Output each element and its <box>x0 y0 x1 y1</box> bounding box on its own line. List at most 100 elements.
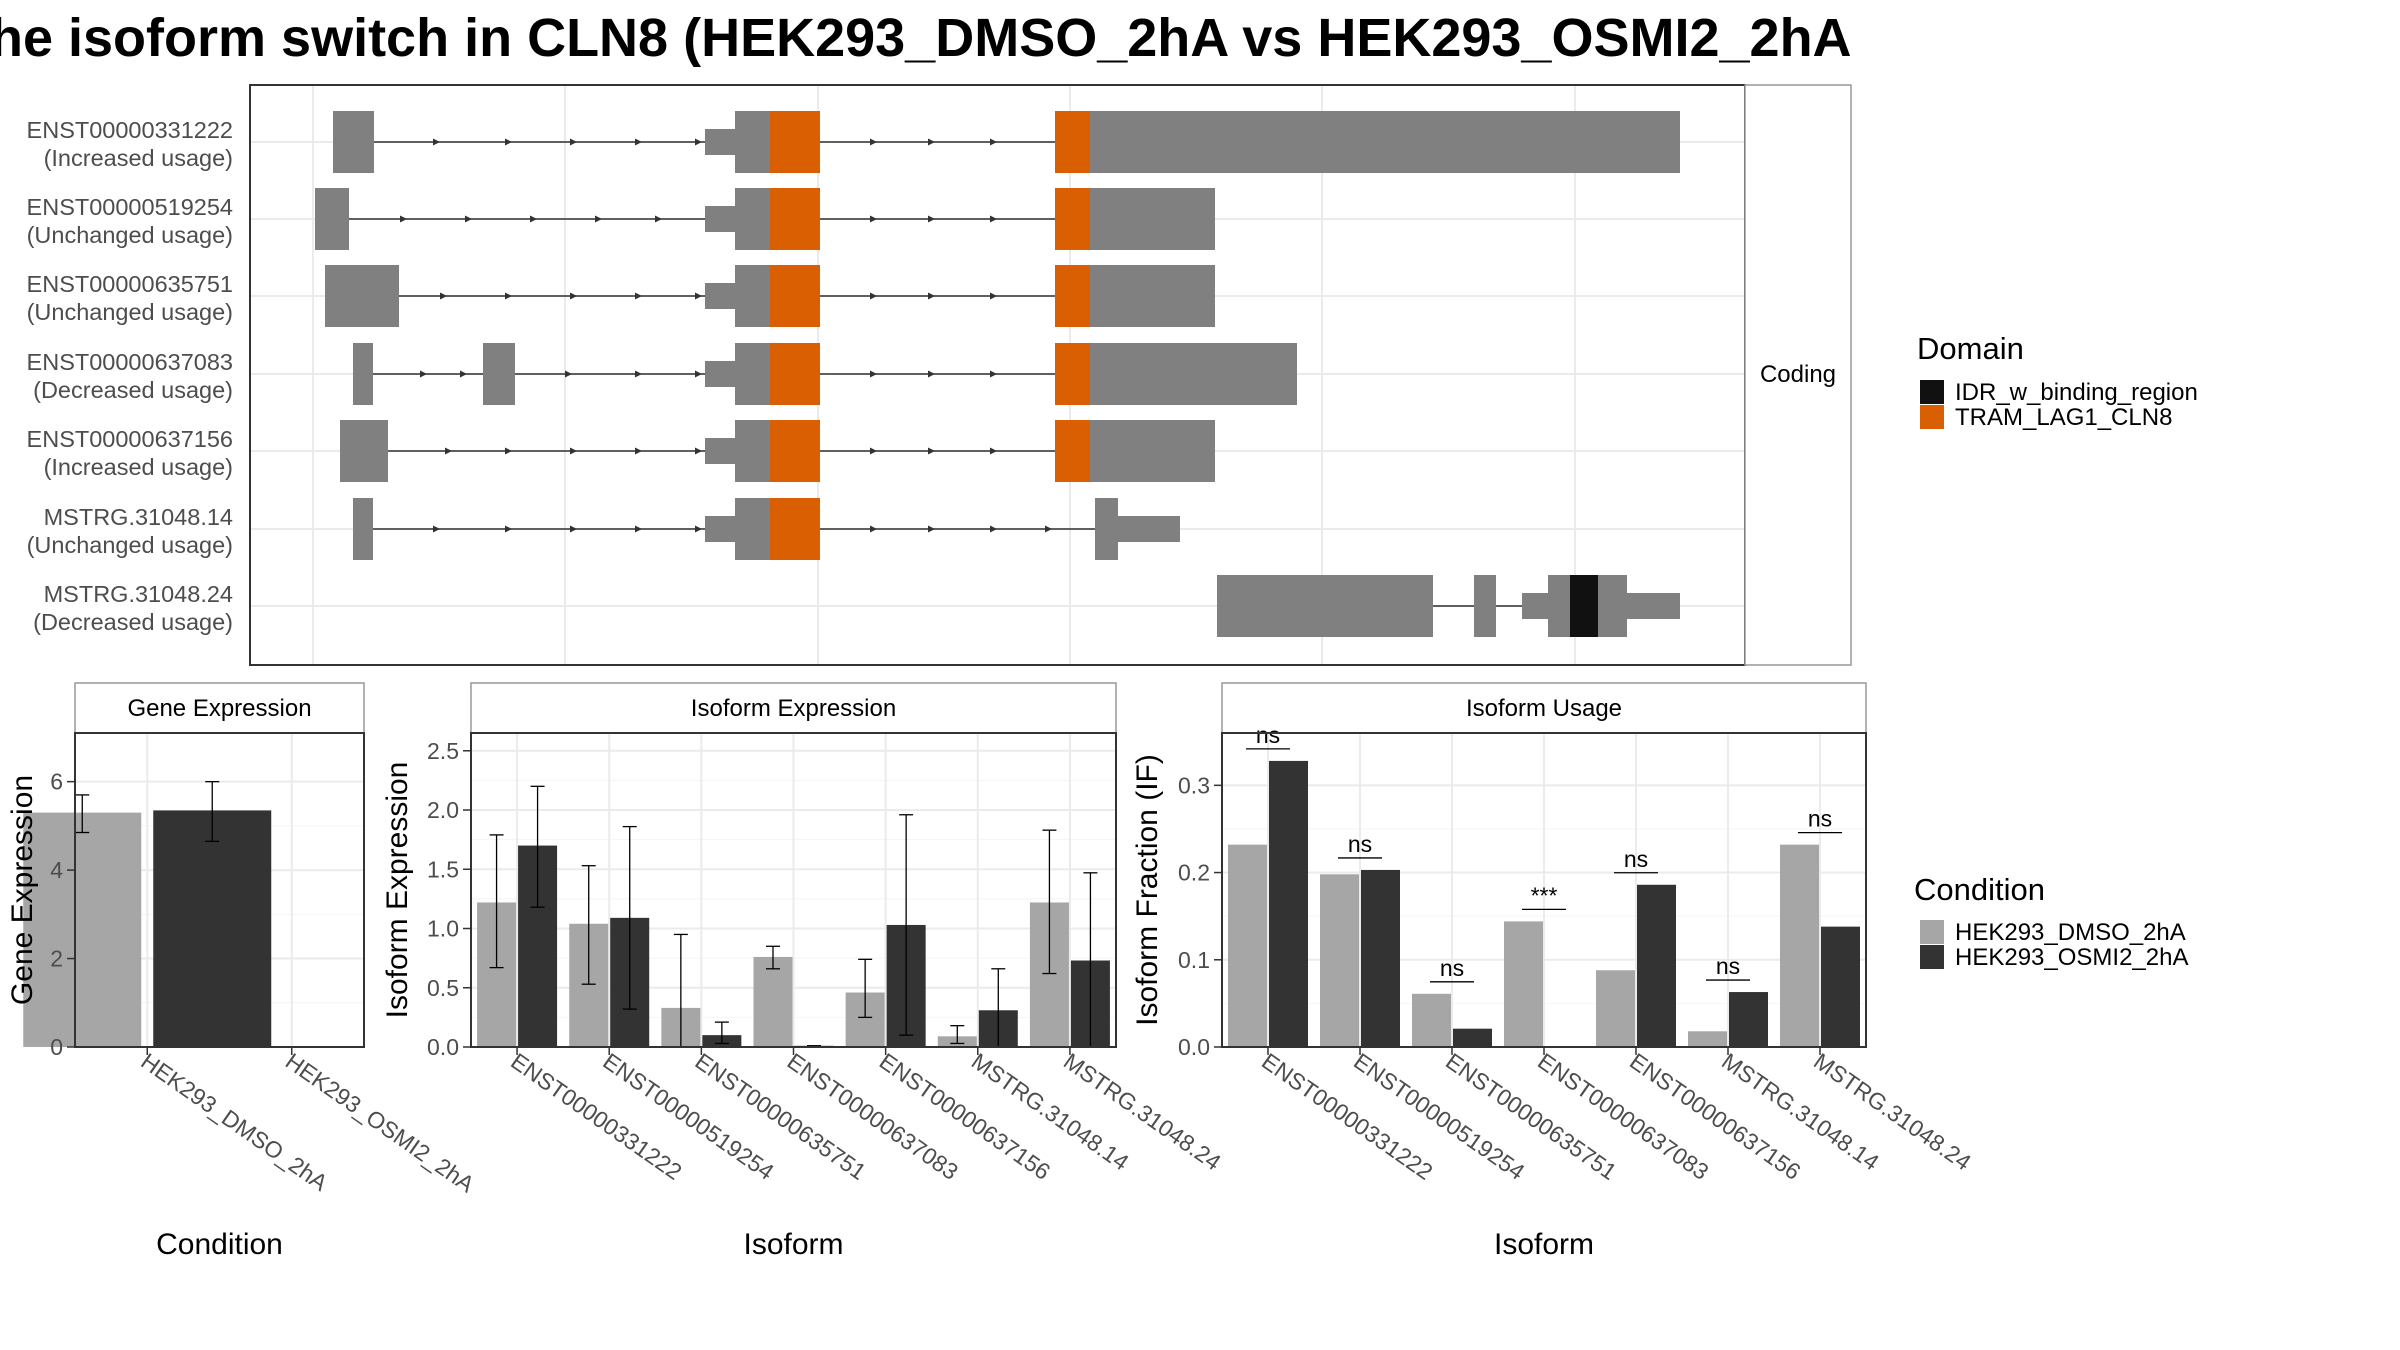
transcript-usage-label: (Increased usage) <box>44 454 233 480</box>
direction-arrow <box>870 138 877 146</box>
direction-arrow <box>870 447 877 455</box>
direction-arrow <box>928 215 935 223</box>
tram-domain <box>1055 265 1090 327</box>
figure-title: he isoform switch in CLN8 (HEK293_DMSO_2… <box>0 8 1852 68</box>
y-tick-label: 0 <box>50 1034 63 1060</box>
condition-legend-title: Condition <box>1914 872 2045 907</box>
y-tick-label: 1.0 <box>427 916 459 942</box>
bar <box>1729 992 1768 1047</box>
y-tick-label: 0.3 <box>1178 772 1210 798</box>
exon <box>735 265 770 327</box>
y-tick-label: 0.1 <box>1178 947 1210 973</box>
exon <box>483 343 515 405</box>
transcript-label: ENST00000331222 <box>27 117 233 143</box>
y-tick-label: 4 <box>50 857 63 883</box>
y-tick-label: 0.0 <box>427 1034 459 1060</box>
direction-arrow <box>695 525 702 533</box>
transcript-usage-label: (Decreased usage) <box>33 377 233 403</box>
bar <box>1320 874 1359 1047</box>
transcript-usage-label: (Unchanged usage) <box>27 532 233 558</box>
panel-strip <box>74 682 365 734</box>
domain-legend-swatch <box>1920 380 1944 404</box>
condition-legend-swatch <box>1920 945 1944 969</box>
exon <box>1118 188 1215 250</box>
tram-domain <box>770 111 820 173</box>
direction-arrow <box>440 292 447 300</box>
direction-arrow <box>990 292 997 300</box>
direction-arrow <box>990 447 997 455</box>
x-tick-label: ENST00000331222 <box>1257 1048 1437 1185</box>
x-tick-label: MSTRG.31048.24 <box>1059 1048 1226 1176</box>
direction-arrow <box>695 447 702 455</box>
direction-arrow <box>928 525 935 533</box>
exon <box>1095 498 1118 560</box>
x-tick-label: ENST00000331222 <box>506 1048 686 1185</box>
exon <box>735 188 770 250</box>
exon <box>1627 593 1680 619</box>
tram-domain <box>1055 188 1090 250</box>
y-axis-title: Gene Expression <box>6 775 39 1005</box>
exon <box>735 343 770 405</box>
direction-arrow <box>695 370 702 378</box>
direction-arrow <box>565 370 572 378</box>
transcript-label: ENST00000637083 <box>27 349 233 375</box>
y-tick-label: 0.5 <box>427 975 459 1001</box>
exon <box>705 516 735 542</box>
domain-legend-label: IDR_w_binding_region <box>1955 379 2198 406</box>
tram-domain <box>770 498 820 560</box>
bar <box>1361 869 1400 1047</box>
exon <box>1090 265 1118 327</box>
direction-arrow <box>928 447 935 455</box>
x-axis-title: Condition <box>156 1228 283 1261</box>
transcript-label: ENST00000519254 <box>27 194 233 220</box>
direction-arrow <box>400 215 407 223</box>
direction-arrow <box>695 292 702 300</box>
exon <box>325 265 399 327</box>
panel-strip-label: Gene Expression <box>127 695 311 722</box>
direction-arrow <box>635 292 642 300</box>
transcript-MSTRG.31048.14 <box>353 498 1180 560</box>
direction-arrow <box>433 138 440 146</box>
x-tick-label: ENST00000637083 <box>1533 1048 1713 1185</box>
transcript-usage-label: (Unchanged usage) <box>27 222 233 248</box>
isoform-usage-panel: Isoform Usage ns ns ns *** ns ns ns 0.0 0.1 0.2 0.3… <box>1131 682 1976 1261</box>
exon <box>1598 575 1627 637</box>
direction-arrow <box>635 138 642 146</box>
transcript-label: MSTRG.31048.14 <box>44 504 233 530</box>
exon <box>705 361 735 387</box>
condition-legend-label: HEK293_DMSO_2hA <box>1955 919 2186 946</box>
x-axis-title: Isoform <box>743 1228 843 1261</box>
direction-arrow <box>635 370 642 378</box>
direction-arrow <box>505 138 512 146</box>
exon <box>735 498 770 560</box>
condition-legend-label: HEK293_OSMI2_2hA <box>1955 944 2188 971</box>
direction-arrow <box>635 525 642 533</box>
direction-arrow <box>570 525 577 533</box>
direction-arrow <box>505 525 512 533</box>
direction-arrow <box>570 447 577 455</box>
significance-label: ns <box>1256 722 1280 748</box>
transcript-usage-label: (Increased usage) <box>44 145 233 171</box>
bar <box>1637 884 1676 1047</box>
bar <box>753 956 793 1047</box>
tram-domain <box>770 265 820 327</box>
domain-legend-title: Domain <box>1917 331 2024 366</box>
tram-domain <box>770 343 820 405</box>
direction-arrow <box>595 215 602 223</box>
significance-label: ns <box>1716 953 1740 979</box>
x-axis-title: Isoform <box>1494 1228 1594 1261</box>
direction-arrow <box>635 447 642 455</box>
x-tick-label: ENST00000637083 <box>783 1048 963 1185</box>
bar <box>1453 1028 1492 1047</box>
exon <box>705 129 735 155</box>
direction-arrow <box>870 525 877 533</box>
bar <box>1269 760 1308 1047</box>
coding-facet-label: Coding <box>1760 361 1836 388</box>
direction-arrow <box>465 215 472 223</box>
y-tick-label: 2 <box>50 946 63 972</box>
panel-strip-label: Isoform Expression <box>691 695 896 722</box>
idr-domain <box>1570 575 1598 637</box>
exon <box>1118 265 1215 327</box>
significance-label: ns <box>1440 955 1464 981</box>
